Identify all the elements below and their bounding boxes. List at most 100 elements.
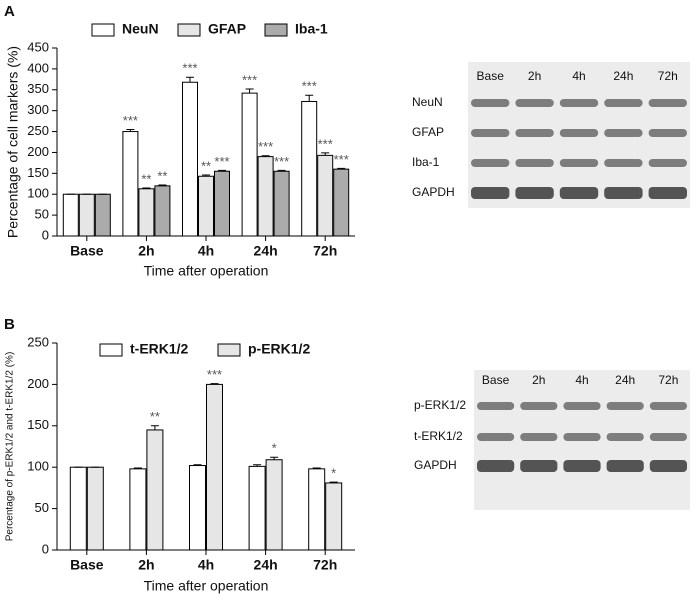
y-tick-label: 0 xyxy=(42,227,49,242)
legend-label: p-ERK1/2 xyxy=(248,341,310,357)
blot-band xyxy=(648,159,687,167)
blot-lane-label: 4h xyxy=(572,69,585,83)
blot-band xyxy=(604,129,643,137)
panel-label: B xyxy=(4,316,15,333)
y-tick-label: 0 xyxy=(42,541,49,556)
blot-band xyxy=(648,99,687,107)
error-bar xyxy=(277,169,286,172)
x-tick-label: 24h xyxy=(254,243,278,259)
error-bar xyxy=(321,152,330,156)
blot-band xyxy=(604,187,643,199)
error-bar xyxy=(186,76,194,83)
blot-lane-label: 2h xyxy=(532,373,545,387)
legend-swatch xyxy=(264,23,288,37)
significance: *** xyxy=(318,136,333,151)
blot-band xyxy=(559,129,599,137)
significance: *** xyxy=(242,72,257,87)
y-tick-label: 150 xyxy=(27,165,49,180)
blot-band xyxy=(471,159,510,167)
significance: *** xyxy=(207,367,222,382)
significance: *** xyxy=(274,154,289,169)
blot-band xyxy=(515,159,554,167)
x-tick-label: 2h xyxy=(138,243,154,259)
legend-swatch xyxy=(217,343,241,357)
bar xyxy=(129,468,147,551)
blot-lane-label: Base xyxy=(482,373,510,387)
blot-row-label: Iba-1 xyxy=(412,155,440,169)
y-tick-label: 300 xyxy=(27,102,49,117)
panel-label: A xyxy=(4,3,15,20)
blot-lane-label: Base xyxy=(477,69,505,83)
x-tick-label: 24h xyxy=(254,557,278,573)
blot-band xyxy=(559,99,599,107)
blot-band xyxy=(477,433,515,441)
bar xyxy=(189,465,206,551)
legend-label: GFAP xyxy=(208,21,246,37)
error-bar xyxy=(150,425,159,430)
blot-row-label: GAPDH xyxy=(412,185,455,199)
x-tick-label: 4h xyxy=(198,243,214,259)
blot-row-label: p-ERK1/2 xyxy=(414,398,466,412)
blot-band xyxy=(649,460,687,472)
error-bar xyxy=(253,464,262,467)
y-tick-label: 200 xyxy=(27,376,49,391)
y-tick-label: 400 xyxy=(27,60,49,75)
blot-lane-label: 24h xyxy=(615,373,635,387)
error-bar xyxy=(329,481,338,483)
blot-band xyxy=(606,433,644,441)
bar xyxy=(241,92,258,237)
x-tick-label: 72h xyxy=(313,557,337,573)
blot-band xyxy=(606,402,644,410)
bar xyxy=(94,193,111,237)
bar xyxy=(265,459,283,551)
blot-lane-label: 24h xyxy=(613,69,633,83)
blot-band xyxy=(648,187,687,199)
bar xyxy=(301,100,318,237)
blot-band xyxy=(563,433,601,441)
significance: *** xyxy=(123,113,138,128)
blot-lane-label: 2h xyxy=(528,69,541,83)
y-tick-label: 350 xyxy=(27,81,49,96)
error-bar xyxy=(126,128,135,132)
blot-row-label: t-ERK1/2 xyxy=(414,429,463,443)
blot-row-label: GAPDH xyxy=(414,458,457,472)
error-bar xyxy=(337,167,346,170)
y-tick-label: 100 xyxy=(27,459,49,474)
bar xyxy=(214,170,230,237)
bar xyxy=(78,193,95,237)
y-tick-label: 250 xyxy=(27,334,49,349)
error-bar xyxy=(218,169,226,172)
bar xyxy=(62,193,79,237)
error-bar xyxy=(193,464,202,466)
legend-label: t-ERK1/2 xyxy=(130,341,189,357)
blot-band xyxy=(477,402,515,410)
y-tick-label: 250 xyxy=(27,123,49,138)
bar xyxy=(86,466,104,551)
blot-band xyxy=(515,129,554,137)
significance: *** xyxy=(214,154,229,169)
y-tick-label: 50 xyxy=(35,207,49,222)
legend-label: NeuN xyxy=(122,21,159,37)
bar xyxy=(248,465,266,551)
bar xyxy=(333,168,350,237)
error-bar xyxy=(142,187,151,189)
y-tick-label: 450 xyxy=(27,39,49,54)
bar xyxy=(198,175,214,237)
blot-lane-label: 72h xyxy=(658,69,678,83)
significance: *** xyxy=(182,61,197,76)
blot-band xyxy=(520,460,558,472)
significance: * xyxy=(272,441,277,456)
y-axis-label: Percentage of cell markers (%) xyxy=(5,46,21,238)
blot-band xyxy=(649,402,687,410)
blot-band xyxy=(477,460,515,472)
blot-band xyxy=(604,99,643,107)
error-bar xyxy=(312,467,321,469)
bar xyxy=(69,466,87,551)
y-axis-label: Percentage of p-ERK1/2 and t-ERK1/2 (%) xyxy=(5,352,16,542)
blot-lane-label: 72h xyxy=(658,373,678,387)
x-tick-label: 2h xyxy=(138,557,154,573)
blot-band xyxy=(563,460,601,472)
blot-band xyxy=(606,460,644,472)
x-tick-label: Base xyxy=(70,557,104,573)
